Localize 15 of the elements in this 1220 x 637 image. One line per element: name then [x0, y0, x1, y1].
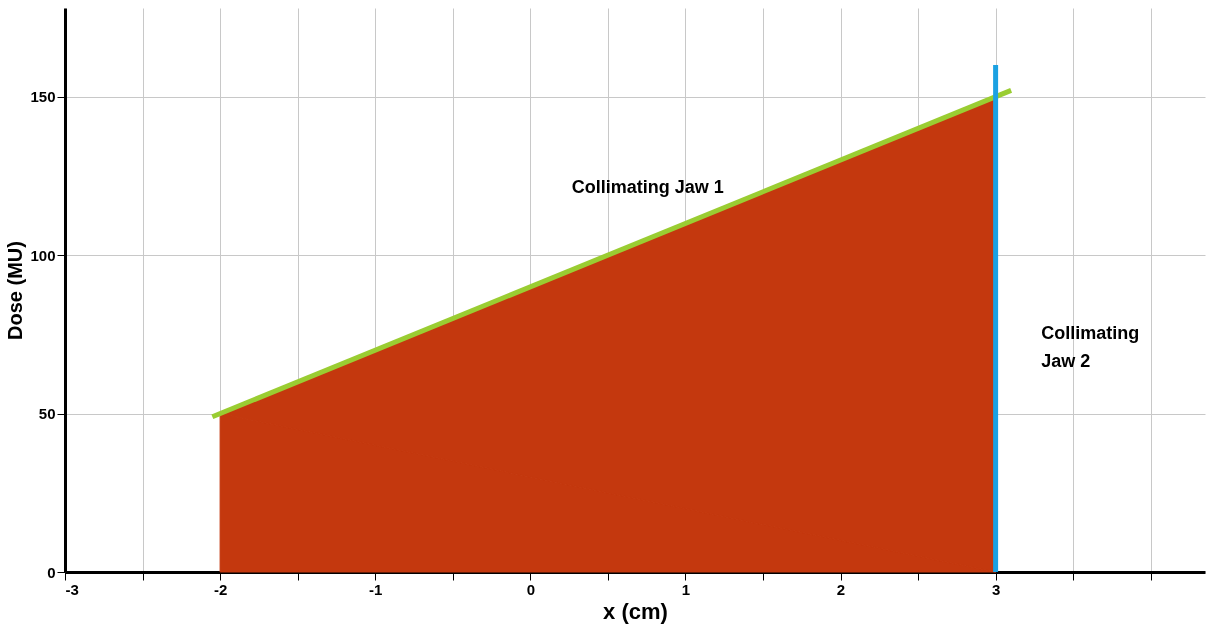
annotation: Collimating Jaw 1 — [571, 177, 724, 198]
y-tick-label: 150 — [30, 88, 56, 106]
x-axis-title: x (cm) — [603, 598, 668, 624]
x-tick-label: -1 — [369, 580, 383, 598]
y-tick-label: 0 — [47, 563, 56, 581]
annotation: Collimating Jaw 2 — [1041, 323, 1140, 372]
x-tick-label: 2 — [836, 580, 846, 598]
y-tick-label: 50 — [38, 405, 56, 423]
x-tick-label: 0 — [526, 580, 535, 598]
x-tick-label: -3 — [65, 580, 79, 598]
x-tick-label: -2 — [213, 580, 228, 598]
y-axis-title: Dose (MU) — [4, 241, 27, 340]
y-tick-label: 100 — [30, 246, 56, 264]
x-tick-label: 1 — [681, 580, 691, 598]
x-tick-label: 3 — [991, 580, 1001, 598]
